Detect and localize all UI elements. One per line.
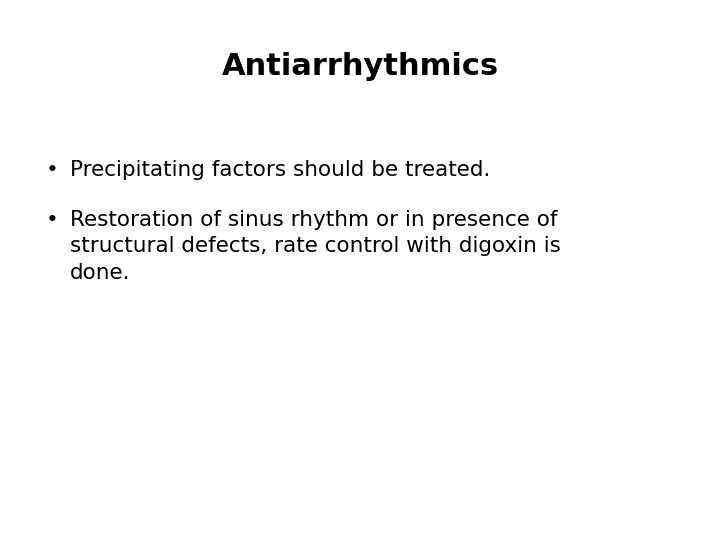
Text: Restoration of sinus rhythm or in presence of
structural defects, rate control w: Restoration of sinus rhythm or in presen… xyxy=(70,210,561,283)
Text: •: • xyxy=(45,160,58,180)
Text: •: • xyxy=(45,210,58,230)
Text: Antiarrhythmics: Antiarrhythmics xyxy=(222,52,498,81)
Text: Precipitating factors should be treated.: Precipitating factors should be treated. xyxy=(70,160,490,180)
